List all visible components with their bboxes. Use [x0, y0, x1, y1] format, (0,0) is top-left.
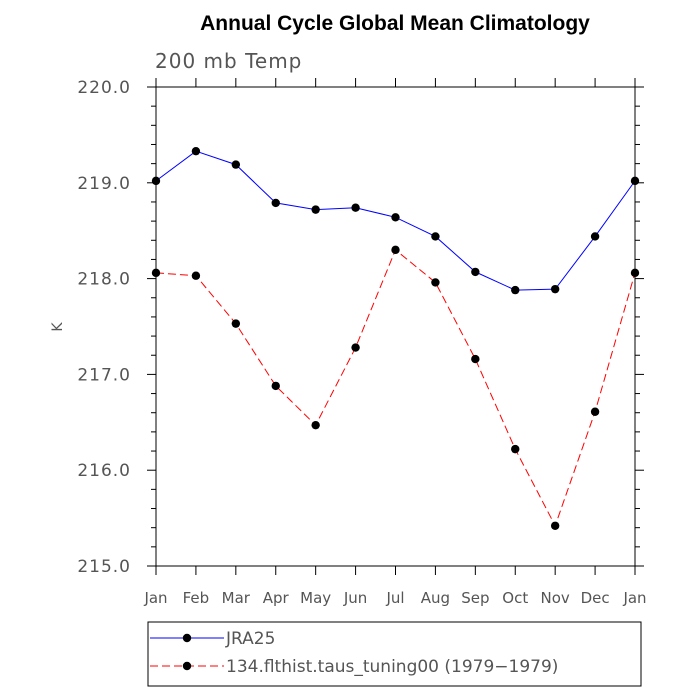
legend-marker-1 — [182, 661, 192, 671]
y-tick-label: 216.0 — [77, 461, 131, 481]
series-1-point — [191, 271, 201, 280]
y-axis-label: K — [50, 322, 66, 332]
x-tick-label: May — [300, 589, 331, 607]
x-tick-label: Jan — [143, 589, 167, 607]
series-0-point — [550, 284, 560, 294]
series-1-point — [511, 444, 520, 454]
series-1-point — [271, 381, 280, 391]
series-0-point — [630, 176, 640, 186]
y-tick-label: 219.0 — [77, 174, 131, 194]
tick-marks — [147, 78, 644, 575]
series-1-point — [151, 268, 161, 278]
chart-title: Annual Cycle Global Mean Climatology — [200, 12, 590, 35]
series-1-point — [550, 521, 560, 530]
x-tick-label: Apr — [263, 589, 290, 607]
series-0-point — [271, 198, 280, 208]
series-0-point — [590, 232, 600, 241]
x-tick-label: Dec — [581, 589, 610, 607]
series-0-point — [191, 146, 201, 156]
series-1-point — [311, 420, 320, 430]
series-1-point — [431, 278, 440, 287]
series-0-point — [511, 285, 520, 295]
x-tick-label: Nov — [541, 589, 570, 607]
legend-label-0: JRA25 — [225, 629, 275, 649]
series-0-point — [351, 203, 360, 212]
y-tick-label: 218.0 — [77, 270, 131, 290]
series-0-point — [231, 160, 241, 169]
series-1-point — [471, 354, 480, 364]
legend-label-1: 134.flthist.taus_tuning00 (1979−1979) — [226, 657, 558, 677]
x-tick-label: Feb — [183, 589, 210, 607]
x-tick-label: Oct — [502, 589, 528, 607]
series-1-point — [630, 268, 640, 278]
x-tick-label: Mar — [222, 589, 251, 607]
legend-box — [147, 621, 642, 687]
x-tick-label: Sep — [461, 589, 489, 607]
y-tick-labels: 215.0 216.0 217.0 218.0 219.0 220.0 — [77, 78, 131, 577]
x-tick-labels: Jan Feb Mar Apr May Jun Jul Aug Sep Oct Nov Dec Jan — [143, 589, 646, 607]
y-tick-label: 217.0 — [77, 365, 131, 385]
legend: JRA25 134.flthist.taus_tuning00 (1979−197… — [147, 621, 642, 687]
series-0-point — [311, 205, 320, 214]
series-1-point — [391, 245, 400, 255]
x-tick-label: Jul — [385, 589, 404, 607]
x-tick-label: Aug — [421, 589, 450, 607]
x-tick-label: Jan — [622, 589, 646, 607]
series-0-point — [431, 232, 440, 241]
y-tick-label: 220.0 — [77, 78, 131, 98]
series-layer — [151, 146, 640, 530]
x-tick-label: Jun — [343, 589, 367, 607]
series-0-point — [151, 176, 161, 186]
y-tick-label: 215.0 — [77, 557, 131, 577]
series-0-point — [391, 213, 400, 222]
series-1-point — [590, 407, 600, 416]
series-1-point — [351, 343, 360, 352]
chart-subtitle: 200 mb Temp — [155, 49, 302, 73]
series-0-point — [471, 267, 480, 277]
series-1-point — [231, 319, 241, 328]
legend-marker-0 — [182, 633, 192, 643]
plot-frame — [155, 86, 636, 567]
series-line-1 — [155, 249, 636, 528]
